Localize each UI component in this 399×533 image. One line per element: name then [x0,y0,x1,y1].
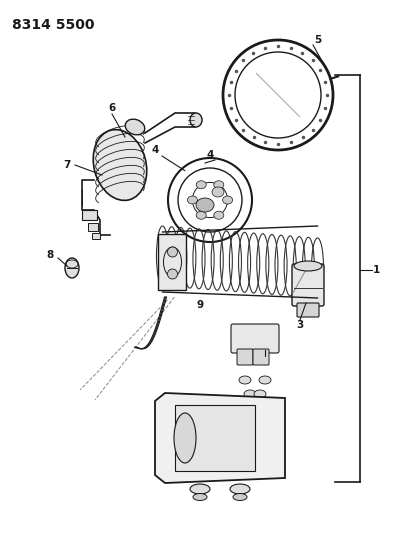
Polygon shape [155,393,285,483]
Text: 9: 9 [196,300,203,310]
Ellipse shape [294,261,322,271]
Bar [82,210,97,220]
Text: 8314 5500: 8314 5500 [12,18,95,32]
Ellipse shape [214,181,224,189]
Ellipse shape [223,196,233,204]
Ellipse shape [233,494,247,500]
Ellipse shape [230,484,250,494]
FancyBboxPatch shape [297,303,319,317]
Bar [175,405,255,471]
Ellipse shape [190,113,202,127]
Ellipse shape [93,130,147,200]
Ellipse shape [174,413,196,463]
Bar [158,234,186,290]
Ellipse shape [196,211,206,219]
Ellipse shape [244,390,256,398]
Ellipse shape [190,484,210,494]
Ellipse shape [193,494,207,500]
FancyBboxPatch shape [292,264,324,306]
Ellipse shape [196,198,214,212]
Ellipse shape [239,376,251,384]
Ellipse shape [125,119,145,135]
Circle shape [168,247,178,257]
Text: 6: 6 [109,103,116,113]
Text: 4: 4 [151,145,159,155]
Text: 4: 4 [206,150,214,160]
Ellipse shape [214,211,224,219]
Bar [88,223,98,231]
Ellipse shape [188,196,198,204]
Ellipse shape [65,258,79,278]
Ellipse shape [259,376,271,384]
Text: 1: 1 [372,265,379,275]
Text: 8: 8 [46,250,53,260]
Text: 3: 3 [296,320,304,330]
Text: 5: 5 [314,35,322,45]
FancyBboxPatch shape [253,349,269,365]
Ellipse shape [196,181,206,189]
FancyBboxPatch shape [231,324,279,353]
Text: 2: 2 [261,355,269,365]
Ellipse shape [254,390,266,398]
Ellipse shape [212,187,224,197]
FancyBboxPatch shape [237,349,253,365]
Text: 7: 7 [63,160,71,170]
Circle shape [168,269,178,279]
Bar [92,233,100,239]
